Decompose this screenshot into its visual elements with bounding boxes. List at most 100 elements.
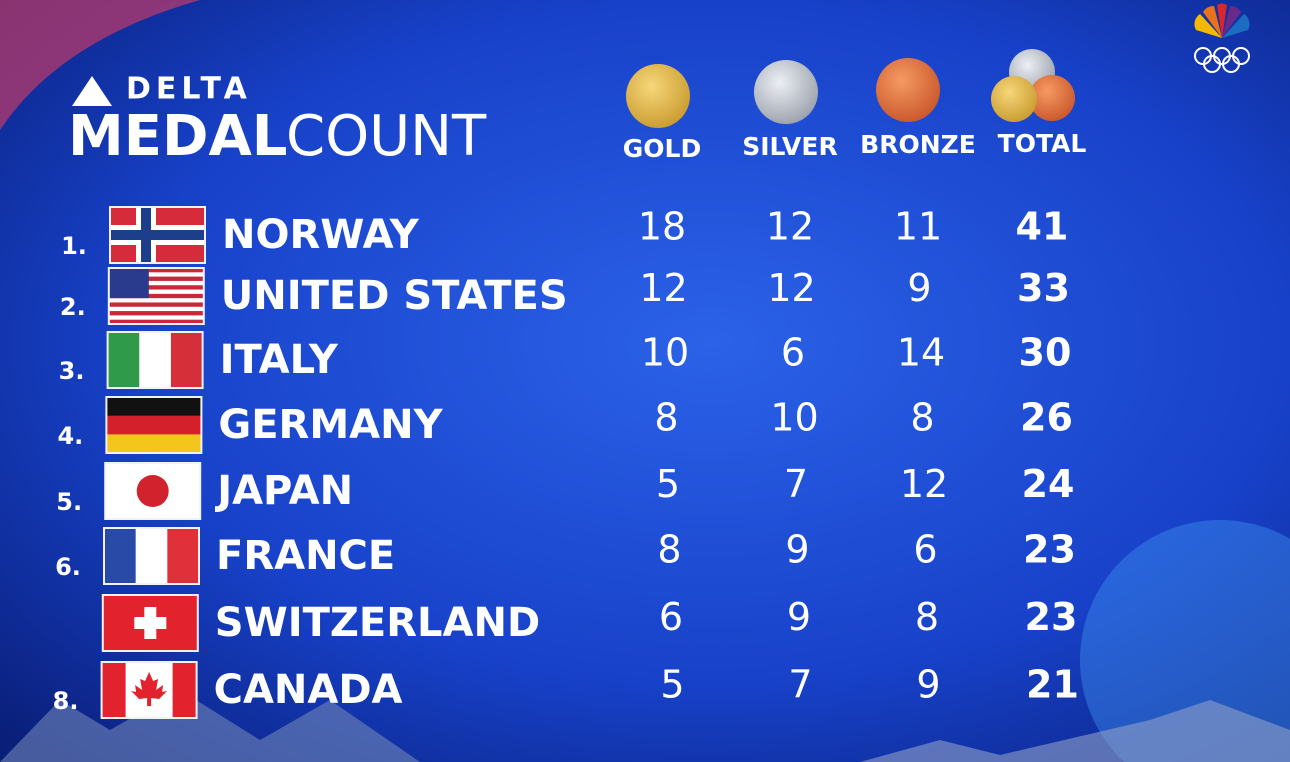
rank: 2. [60,293,86,321]
medal-count: 8 [915,595,939,639]
flag-stripe [108,285,204,290]
medal-count: 8 [910,396,934,440]
column-header: SILVER [742,132,837,161]
flag-border [106,331,204,389]
flag-band [106,434,202,454]
country-name: FRANCE [216,533,395,579]
flag-border [100,661,198,719]
flag-leaf [131,672,168,706]
flag [101,594,199,652]
flag [103,527,200,585]
mountains [860,700,1290,762]
flag-stripe [108,306,204,312]
rank: 5. [56,488,82,516]
silver-medal-icon [754,60,818,124]
brand: DELTA [126,72,252,107]
flag-border [107,267,205,325]
column-header: TOTAL [998,129,1087,158]
total-count: 26 [1020,396,1073,440]
medal-count: 6 [913,528,937,572]
flag-border [101,594,199,652]
mountains [0,690,420,762]
flag-band [170,332,203,388]
rank: 4. [57,422,83,450]
medal-count: 9 [907,266,931,310]
medal-count: 7 [788,662,812,706]
flag-band [101,662,126,718]
total-count: 30 [1019,330,1072,374]
medal-count: 9 [916,662,940,706]
country-name: SWITZERLAND [215,600,540,646]
flag-stripe [108,298,204,303]
medal-count: 12 [639,266,687,310]
title-light: COUNT [286,104,487,169]
country-name: GERMANY [218,402,443,448]
flag-stripe [108,293,204,299]
total-count: 23 [1025,595,1078,639]
flag-stripe [108,272,204,277]
nbc-logo [1194,3,1250,73]
bronze-medal-icon [876,58,940,122]
flag-cross [110,230,205,240]
flag-band [106,397,202,416]
medal-count: 6 [659,595,683,639]
flag-canton [108,268,149,299]
medal-count: 10 [641,330,689,374]
medal-count: 11 [894,205,942,249]
flag-stripe [108,311,204,316]
delta-logo [72,76,112,106]
medal-count: 8 [657,528,681,572]
rank: 6. [55,553,81,581]
rank: 8. [53,687,79,715]
medal-count: 18 [638,205,686,249]
medal-count: 5 [660,662,684,706]
medal-count: 9 [785,528,809,572]
flag-stripe [108,276,204,282]
country-name: ITALY [220,337,339,383]
globe-decoration [1080,520,1290,762]
gold-medal-icon [626,64,690,128]
flag [107,267,205,325]
corner-swoosh [0,0,200,130]
flag [109,206,206,264]
country-name: UNITED STATES [221,273,568,319]
flag-stripe [108,280,204,286]
medal-count: 9 [787,595,811,639]
medal-count: 12 [766,205,814,249]
title-bold: MEDAL [68,104,288,169]
flag-cross [134,617,167,629]
medal-count: 12 [767,266,815,310]
total-count: 33 [1017,266,1070,310]
total-count: 21 [1026,662,1079,706]
rank: 1. [61,232,87,260]
column-header: GOLD [623,134,701,163]
medal-count: 5 [656,462,680,506]
flag [100,661,198,719]
flag-stripe [108,302,204,308]
flag-border [104,462,202,520]
column-header: BRONZE [860,130,976,159]
flag-border [109,206,206,264]
flag-band [106,415,202,435]
flag [105,396,203,454]
medal-count: 12 [900,462,948,506]
flag-band [104,528,136,584]
flag-border [105,396,203,454]
total-count: 41 [1016,205,1069,249]
flag-stripe [108,268,204,273]
total-medal-icon [991,49,1075,122]
medal-count: 7 [784,462,808,506]
flag-stripe [108,289,204,295]
flag [106,331,204,389]
medal-count: 10 [770,396,818,440]
flag-disc [136,475,169,507]
flag-band [107,332,140,388]
flag-band [172,662,197,718]
medal-count: 14 [897,330,945,374]
flag-band [167,528,200,584]
flag [104,462,202,520]
total-count: 23 [1023,528,1076,572]
total-count: 24 [1022,462,1075,506]
flag-stripe [108,315,204,320]
